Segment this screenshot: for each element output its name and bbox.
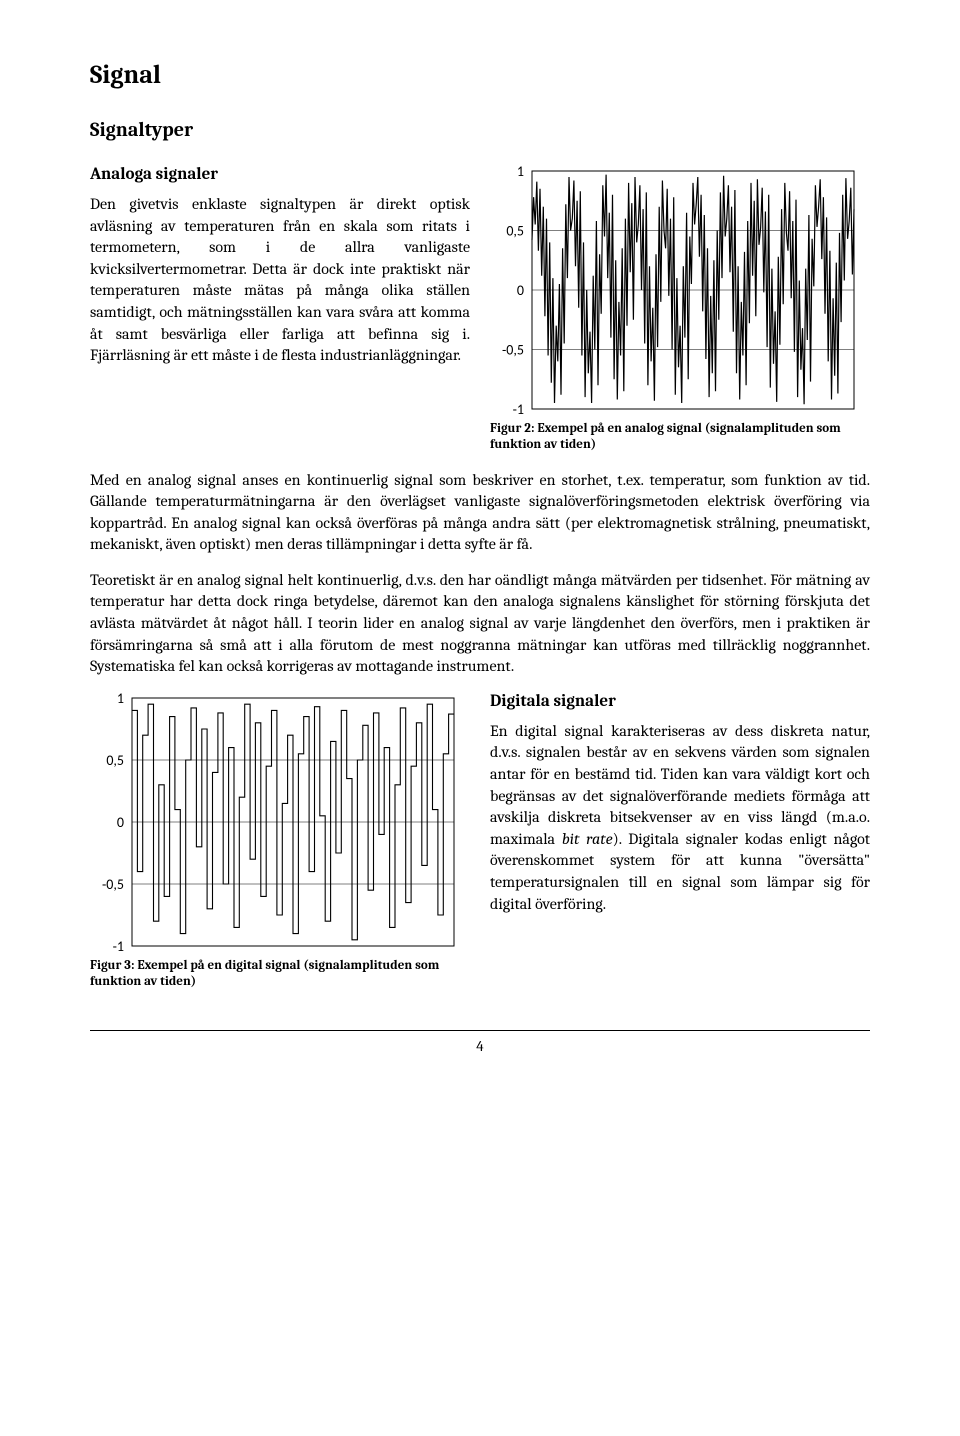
svg-text:1: 1 [517, 165, 524, 180]
svg-text:-1: -1 [113, 938, 124, 952]
svg-text:-1: -1 [513, 401, 524, 415]
page-title: Signal [90, 60, 870, 90]
paragraph-analog-intro: Den givetvis enklaste signaltypen är dir… [90, 194, 470, 367]
subheading-digitala: Digitala signaler [490, 692, 870, 711]
paragraph-digital-def: En digital signal karakteriseras av dess… [490, 721, 870, 915]
svg-text:0,5: 0,5 [506, 223, 524, 240]
figure-2-caption: Figur 2: Exempel på en analog signal (si… [490, 421, 870, 454]
svg-text:1: 1 [117, 692, 124, 707]
page-number: 4 [90, 1030, 870, 1055]
paragraph-analog-theory: Teoretiskt är en analog signal helt kont… [90, 570, 870, 678]
svg-text:-0,5: -0,5 [502, 342, 524, 359]
svg-text:-0,5: -0,5 [102, 876, 124, 893]
svg-text:0,5: 0,5 [106, 752, 124, 769]
svg-text:0: 0 [517, 282, 524, 299]
paragraph-analog-def: Med en analog signal anses en kontinuerl… [90, 470, 870, 556]
svg-text:0: 0 [117, 814, 124, 831]
figure-3-caption: Figur 3: Exempel på en digital signal (s… [90, 958, 470, 991]
subheading-analoga: Analoga signaler [90, 165, 470, 184]
figure-2-chart: 1 0,5 0 -0,5 -1 [490, 165, 860, 415]
figure-3-chart: 1 0,5 0 -0,5 -1 [90, 692, 460, 952]
section-heading-signaltyper: Signaltyper [90, 118, 870, 141]
